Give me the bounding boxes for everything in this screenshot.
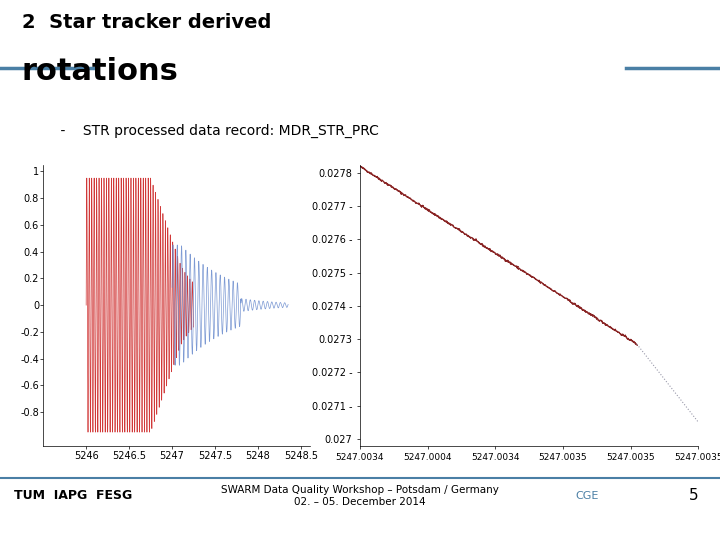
Text: CGE: CGE [575, 491, 598, 501]
Text: TUM  IAPG  FESG: TUM IAPG FESG [14, 489, 132, 502]
Text: 2  Star tracker derived: 2 Star tracker derived [22, 14, 271, 32]
Text: rotations: rotations [22, 57, 179, 86]
Text: -    STR processed data record: MDR_STR_PRC: - STR processed data record: MDR_STR_PRC [43, 124, 379, 138]
Text: SWARM Data Quality Workshop – Potsdam / Germany
02. – 05. December 2014: SWARM Data Quality Workshop – Potsdam / … [221, 485, 499, 507]
Text: 5: 5 [689, 488, 698, 503]
